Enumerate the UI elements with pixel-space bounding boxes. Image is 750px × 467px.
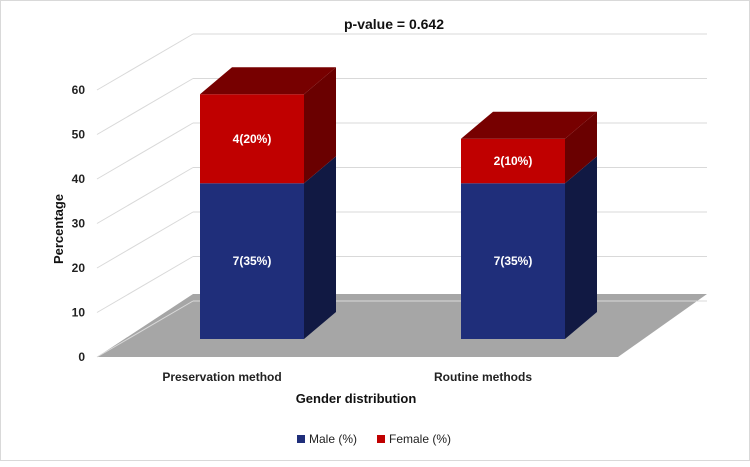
legend-label: Male (%) [309, 432, 357, 446]
data-label: 4(20%) [233, 132, 272, 146]
bars: 7(35%) 4(20%) 7(35%) 2(10%) [200, 67, 597, 339]
bar-side-face [304, 67, 336, 184]
bar-side-face [565, 156, 597, 339]
bar-front-face [461, 138, 565, 184]
legend-item-female: Female (%) [377, 432, 451, 446]
legend-swatch [297, 435, 305, 443]
bar-front-face [200, 94, 304, 184]
y-tick-label: 20 [72, 261, 86, 275]
gridline-diagonal [96, 256, 194, 313]
bar-front-face [461, 183, 565, 339]
gridline-diagonal [96, 33, 194, 91]
data-label: 7(35%) [233, 254, 272, 268]
bar-side-face [565, 111, 597, 184]
data-label: 7(35%) [494, 254, 533, 268]
y-axis-title: Percentage [51, 194, 66, 264]
x-axis-title: Gender distribution [296, 391, 417, 406]
gridline-diagonal [96, 122, 194, 180]
gridline-diagonal [96, 167, 194, 224]
y-axis-ticks: 0 10 20 30 40 50 60 [72, 83, 86, 364]
bar-front-face [200, 183, 304, 339]
y-tick-label: 10 [72, 306, 86, 320]
legend: Male (%) Female (%) [297, 432, 451, 446]
x-axis-ticks: Preservation method Routine methods [162, 370, 532, 384]
bar-side-face [304, 156, 336, 339]
bar-top-face [200, 67, 336, 95]
legend-item-male: Male (%) [297, 432, 357, 446]
chart-title: p-value = 0.642 [344, 16, 444, 32]
y-tick-label: 0 [78, 350, 85, 364]
x-tick-label: Preservation method [162, 370, 281, 384]
bar-segment-female: 2(10%) [461, 111, 597, 184]
bar-segment-female: 4(20%) [200, 67, 336, 184]
y-tick-label: 30 [72, 217, 86, 231]
bar-segment-male: 7(35%) [200, 156, 336, 339]
x-tick-label: Routine methods [434, 370, 532, 384]
y-tick-label: 60 [72, 83, 86, 97]
gridline-diagonal [96, 300, 194, 358]
bar-top-face [461, 111, 597, 139]
bar-segment-male: 7(35%) [461, 156, 597, 339]
y-tick-label: 50 [72, 128, 86, 142]
legend-swatch [377, 435, 385, 443]
y-tick-label: 40 [72, 172, 86, 186]
data-label: 2(10%) [494, 154, 533, 168]
gridline-diagonal [96, 78, 194, 135]
legend-label: Female (%) [389, 432, 451, 446]
gridline-diagonal [96, 211, 194, 269]
